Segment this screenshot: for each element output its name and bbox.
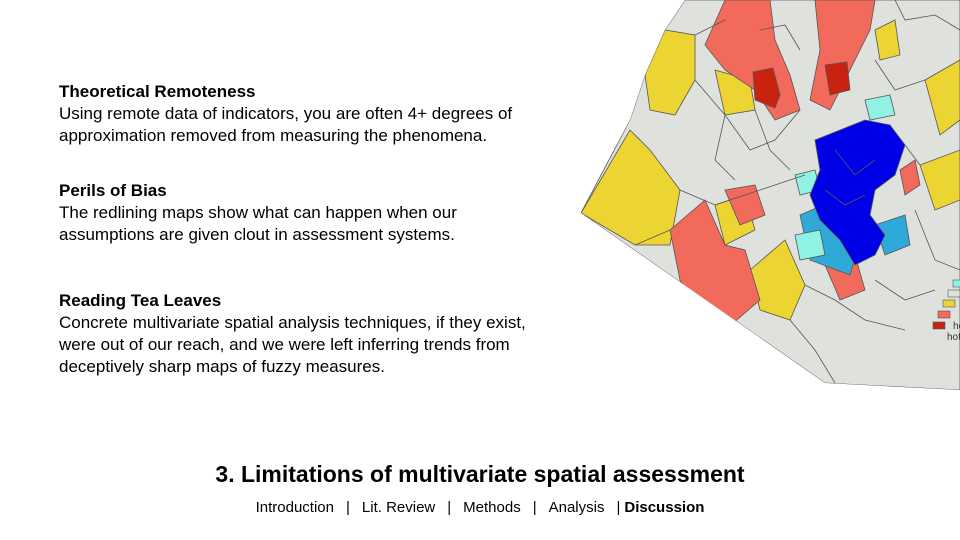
legend-label: hot: [947, 332, 960, 343]
legend-swatch-red: [937, 310, 951, 319]
nav-separator: |: [447, 499, 452, 516]
nav-separator: |: [345, 499, 350, 516]
nav-separator: |: [532, 499, 537, 516]
map-region-cyan: [864, 94, 896, 121]
text-line: The redlining maps show what can happen …: [59, 203, 457, 222]
legend-swatch-cyan: [952, 279, 960, 288]
hotspot-map-image: ho hot: [581, 0, 960, 390]
slide-title: 3. Limitations of multivariate spatial a…: [215, 461, 745, 487]
nav-item-introduction[interactable]: Introduction: [255, 499, 334, 516]
nav-item-analysis[interactable]: Analysis: [548, 499, 605, 516]
text-line: Using remote data of indicators, you are…: [59, 104, 513, 123]
nav-item-methods[interactable]: Methods: [463, 499, 521, 516]
map-region-red: [724, 184, 766, 226]
map-region-red: [899, 159, 921, 196]
map-region-yellow: [749, 239, 806, 321]
heading-perils-of-bias: Perils of Bias: [59, 181, 167, 200]
text-line: Concrete multivariate spatial analysis t…: [59, 313, 526, 332]
text-reading-tea-leaves: Concrete multivariate spatial analysis t…: [59, 312, 584, 378]
map-region-yellow: [919, 149, 960, 211]
legend-swatch-dark-red: [932, 321, 946, 330]
map-region-dark-red: [824, 61, 851, 96]
map-region-dark-red: [752, 67, 781, 109]
legend-swatch-grey: [947, 289, 960, 298]
map-region-dark-blue: [809, 119, 906, 266]
section-reading-tea-leaves: Reading Tea Leaves Concrete multivariate…: [59, 290, 584, 378]
section-navigation: Introduction | Lit. Review | Methods | Analysi…: [0, 499, 960, 516]
section-perils-of-bias: Perils of Bias The redlining maps show w…: [59, 180, 584, 246]
section-theoretical-remoteness: Theoretical Remoteness Using remote data…: [59, 81, 584, 147]
text-theoretical-remoteness: Using remote data of indicators, you are…: [59, 103, 584, 147]
heading-reading-tea-leaves: Reading Tea Leaves: [59, 291, 222, 310]
map-region-yellow: [874, 19, 901, 61]
map-region-yellow: [924, 59, 960, 136]
map-region-cyan: [794, 229, 826, 261]
text-line: were out of our reach, and we were left …: [59, 335, 510, 354]
legend-label: ho: [953, 321, 960, 332]
map-legend: ho hot: [932, 279, 960, 343]
text-line: assumptions are given clout in assessmen…: [59, 225, 455, 244]
text-perils-of-bias: The redlining maps show what can happen …: [59, 202, 584, 246]
map-region-light-blue: [874, 214, 911, 256]
nav-item-lit-review[interactable]: Lit. Review: [361, 499, 436, 516]
text-line: approximation removed from measuring the…: [59, 126, 488, 145]
nav-item-discussion[interactable]: Discussion: [624, 499, 705, 516]
legend-swatch-yellow: [942, 299, 956, 308]
heading-theoretical-remoteness: Theoretical Remoteness: [59, 82, 256, 101]
nav-separator: |: [616, 499, 621, 516]
text-line: deceptively sharp maps of fuzzy measures…: [59, 357, 385, 376]
